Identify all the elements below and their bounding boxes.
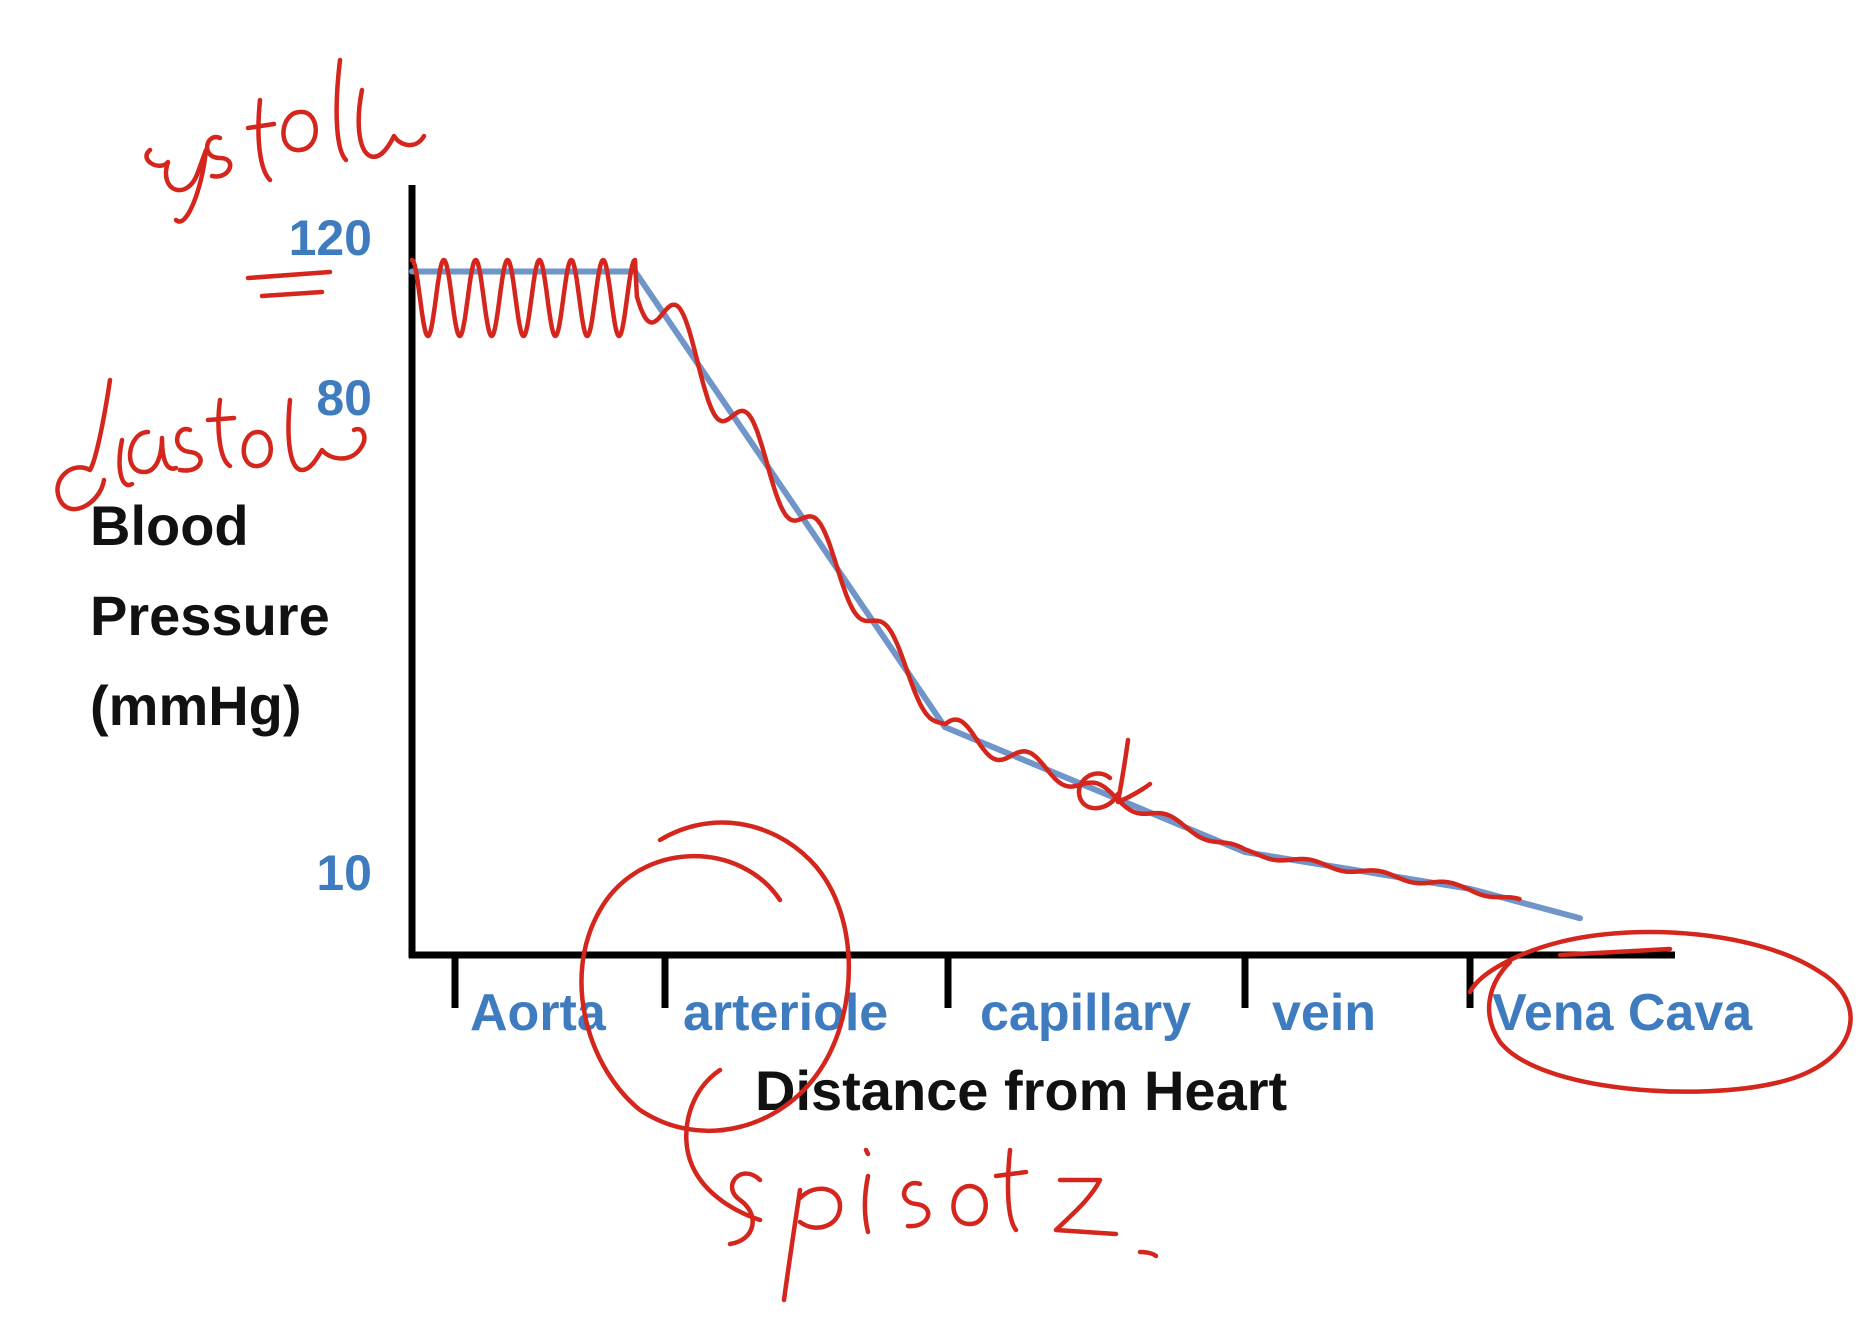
y-axis-title-line-3: (mmHg) <box>90 674 302 737</box>
x-axis-title: Distance from Heart <box>755 1059 1287 1122</box>
vena-cava-circle <box>1467 929 1853 1094</box>
x-tick-label: capillary <box>980 984 1191 1042</box>
x-tick-label: Vena Cava <box>1492 984 1753 1042</box>
handwritten-annotations <box>55 57 1853 1303</box>
sphincters-handwriting <box>684 1067 1159 1303</box>
diastole-handwriting <box>55 377 367 512</box>
y-axis-title-line-1: Blood <box>90 494 249 557</box>
y-tick-label: 80 <box>316 370 372 426</box>
systole-handwriting <box>144 57 427 224</box>
arteriole-circle <box>579 820 851 1133</box>
x-tick-label: vein <box>1272 984 1376 1042</box>
x-tick-label: arteriole <box>683 984 888 1042</box>
y-axis-title-line-2: Pressure <box>90 584 330 647</box>
series-line <box>409 268 1583 922</box>
y-tick-label: 120 <box>289 210 372 266</box>
d-handwriting <box>1076 737 1153 811</box>
x-tick-labels: Aorta arteriole capillary vein Vena Cava <box>470 984 1753 1042</box>
underline-120 <box>245 269 333 299</box>
y-tick-label: 10 <box>316 845 372 901</box>
x-axis-ticks <box>451 958 1474 1008</box>
pulse-oscillation-annotation <box>409 257 1522 902</box>
y-tick-labels: 120 80 10 <box>289 210 372 901</box>
series-layer <box>409 257 1583 922</box>
